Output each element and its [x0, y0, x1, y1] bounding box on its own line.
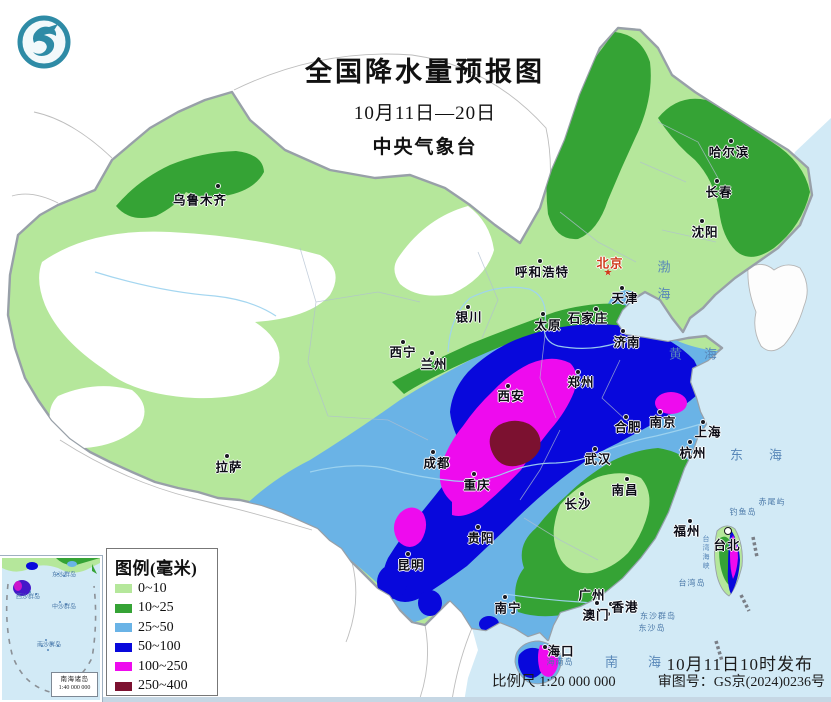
inset-island-label: 南沙群岛 [36, 642, 62, 649]
legend-row: 250~400 [115, 677, 209, 697]
legend-row: 50~100 [115, 638, 209, 658]
legend-rows: 0~10 10~25 25~50 50~100 100~250 250~400 [115, 579, 209, 696]
map-title: 全国降水量预报图 [305, 57, 545, 87]
legend-row: 25~50 [115, 618, 209, 638]
cma-dragon-logo [16, 14, 72, 70]
bottom-edge-strip [0, 697, 831, 702]
hainan-island [514, 640, 562, 685]
map-date-range: 10月11日—20日 [353, 103, 497, 124]
inset-name: 南海诸岛 [60, 676, 89, 683]
legend-swatch [115, 681, 132, 691]
legend-range-label: 25~50 [138, 619, 174, 635]
nine-dash-line-segments [714, 536, 759, 662]
inset-labels: 东沙群岛西沙群岛中沙群岛南沙群岛 [2, 558, 100, 700]
rivers [94, 271, 702, 607]
legend-swatch [115, 603, 132, 613]
legend-range-label: 250~400 [138, 678, 188, 694]
dragon-icon [17, 15, 71, 69]
inset-island-label: 东沙群岛 [51, 572, 77, 579]
map-scale: 比例尺 1:20 000 000 [492, 674, 616, 690]
legend-title: 图例(毫米) [115, 559, 198, 578]
legend-swatch [115, 584, 132, 594]
legend-swatch [115, 642, 132, 652]
province-boundaries [299, 121, 719, 561]
legend-swatch [115, 662, 132, 672]
title-block: 全国降水量预报图 10月11日—20日 中央气象台 [235, 50, 615, 159]
taiwan-island [714, 525, 743, 597]
issuing-agency: 中央气象台 [372, 137, 478, 158]
legend-row: 0~10 [115, 579, 209, 599]
neighbor-borders [11, 53, 551, 701]
legend-row: 100~250 [115, 657, 209, 677]
legend-range-label: 0~10 [138, 580, 167, 596]
legend-range-label: 100~250 [138, 658, 188, 674]
approval-number: 审图号：GS京(2024)0236号 [657, 675, 825, 690]
inset-island-label: 西沙群岛 [15, 594, 41, 601]
legend-swatch [115, 623, 132, 633]
inset-scale: 1:40 000 000 [58, 685, 91, 692]
legend-range-label: 10~25 [138, 600, 174, 616]
issue-time: 10月11日10时发布 [666, 655, 813, 674]
legend-range-label: 50~100 [138, 639, 181, 655]
legend-row: 10~25 [115, 599, 209, 619]
legend-panel: 图例(毫米) 0~10 10~25 25~50 50~100 100~250 250~40… [106, 548, 218, 696]
korea-landmass [747, 264, 808, 352]
inset-title-box: 南海诸岛 1:40 000 000 [51, 672, 98, 697]
precipitation-layers [39, 32, 810, 640]
south-china-sea-inset: 东沙群岛西沙群岛中沙群岛南沙群岛 南海诸岛 1:40 000 000 [0, 555, 103, 702]
inset-island-label: 中沙群岛 [51, 604, 77, 611]
